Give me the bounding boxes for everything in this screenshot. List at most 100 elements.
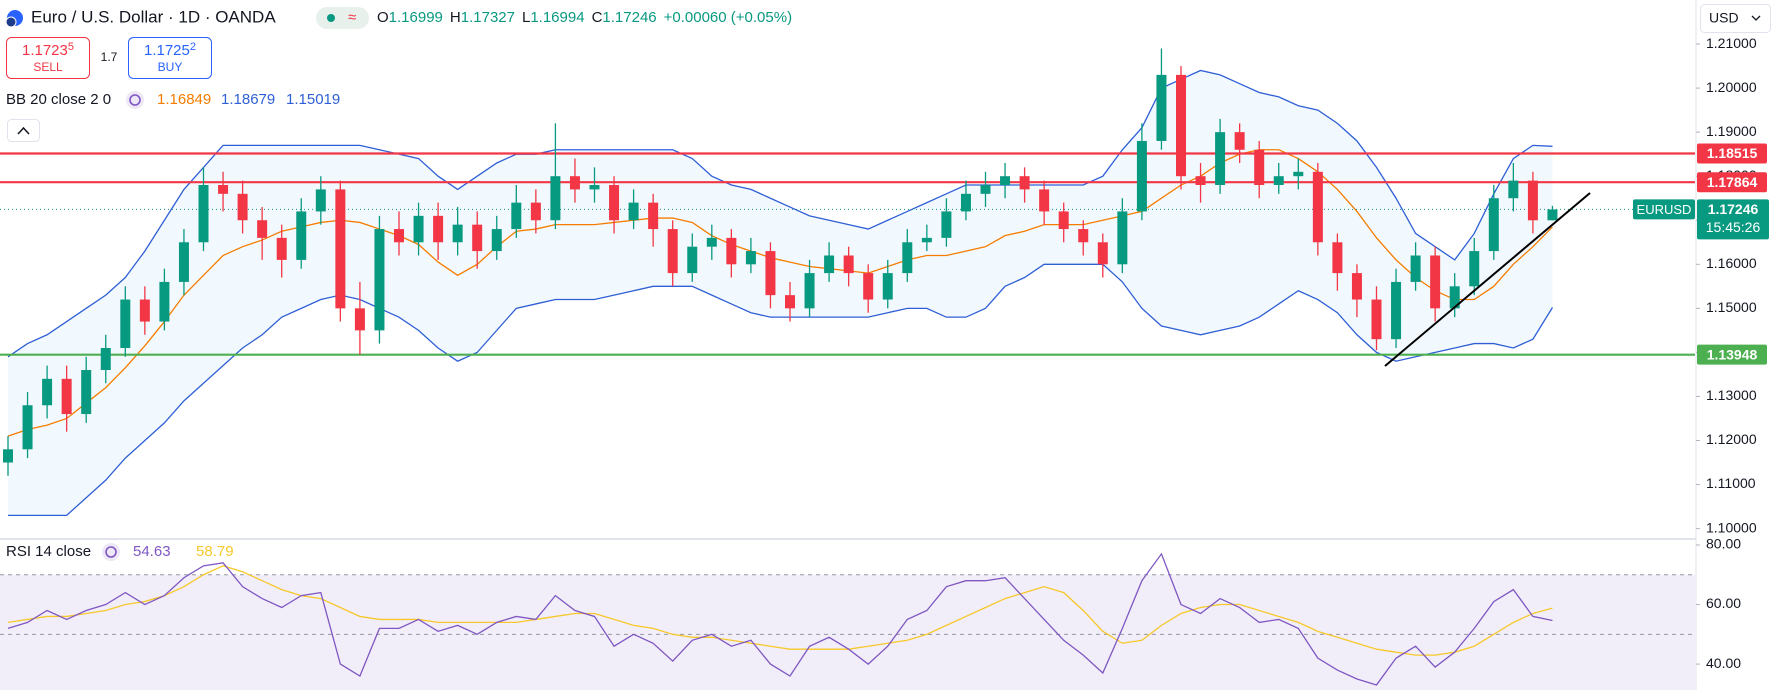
candle-body [1312, 171, 1323, 243]
bb-layer [7, 69, 1554, 517]
status-pill[interactable] [316, 7, 369, 29]
candle-body [139, 299, 150, 322]
level-label: 1.18515 [1707, 145, 1758, 161]
o-letter: O [377, 9, 389, 26]
bb-lower-value: 1.15019 [286, 91, 340, 108]
candle-body [863, 273, 874, 300]
candle-body [511, 202, 522, 230]
candle-body [1234, 132, 1245, 150]
candle-body [1273, 176, 1284, 186]
currency-dropdown[interactable] [1700, 4, 1771, 33]
rsi-legend-title[interactable]: RSI 14 close [6, 543, 91, 560]
candle-body [980, 185, 991, 194]
candle-body [1391, 281, 1402, 340]
ohlc: O1.16999 H1.17327 L1.16994 C1.17246 +0.00060… [377, 9, 792, 26]
candle-body [1156, 74, 1167, 141]
collapse-button[interactable] [7, 119, 40, 142]
candle-body [687, 246, 698, 274]
buy-button[interactable] [128, 37, 212, 79]
candle-body [1254, 149, 1265, 186]
symbol-label: EURUSD [1637, 202, 1692, 217]
rsi-ma-line [7, 565, 1553, 656]
candle-body [1058, 211, 1069, 230]
candle-layer [3, 48, 1558, 476]
collapse-icon [17, 126, 30, 135]
rsi-settings-icon[interactable] [102, 543, 120, 561]
candle-body [1215, 132, 1226, 186]
candle-body [1136, 140, 1147, 212]
candle-body [1176, 74, 1186, 177]
candle-body [257, 220, 268, 238]
candle-body [941, 211, 952, 238]
candle-body [296, 211, 307, 260]
symbol-label-box [1633, 199, 1695, 220]
candle-body [589, 185, 600, 190]
sell-price: 1.17235 [22, 41, 74, 59]
candle-body [3, 449, 13, 463]
candle-body [648, 202, 659, 230]
sell-button[interactable] [6, 37, 90, 79]
y-tick-label: 1.13000 [1706, 387, 1757, 403]
level-label-box [1697, 143, 1767, 164]
y-tick-label: 1.12000 [1706, 431, 1757, 447]
candle-body [1449, 286, 1460, 309]
rsi-tick-label: 60.00 [1706, 595, 1741, 611]
candle-body [804, 273, 815, 309]
last-price-box [1697, 199, 1769, 240]
candle-body [882, 273, 893, 300]
axis-layer: 1.100001.110001.120001.130001.140001.150… [1633, 35, 1769, 671]
sell-label: SELL [33, 60, 63, 74]
currency-label: USD [1709, 10, 1739, 26]
candle-body [1039, 189, 1050, 212]
o-value: 1.16999 [389, 9, 443, 26]
candle-body [1293, 171, 1304, 177]
symbol-logo-flag [5, 16, 17, 28]
c-letter: C [592, 9, 603, 26]
candle-body [843, 255, 854, 274]
bb-settings-icon[interactable] [126, 91, 144, 109]
candle-body [628, 202, 639, 221]
l-letter: L [522, 9, 530, 26]
y-tick-label: 1.16000 [1706, 255, 1757, 271]
rsi-pane [0, 552, 1695, 690]
buy-pip: 2 [190, 41, 196, 53]
rsi-settings-glyph [105, 546, 117, 558]
candle-body [433, 215, 444, 243]
candle-body [491, 229, 502, 252]
candle-body [785, 295, 795, 309]
candle-body [354, 308, 365, 331]
trend-line [1384, 192, 1591, 367]
y-tick-label: 1.21000 [1706, 35, 1757, 51]
y-tick-label: 1.15000 [1706, 299, 1757, 315]
level-label: 1.13948 [1707, 346, 1758, 362]
rsi-tick-label: 40.00 [1706, 655, 1741, 671]
candle-body [1078, 229, 1089, 243]
candle-body [315, 189, 326, 212]
candle-body [198, 185, 209, 243]
bb-settings-glyph [129, 94, 141, 106]
symbol-title[interactable]: Euro / U.S. Dollar · 1D · OANDA [31, 7, 276, 26]
candle-body [42, 378, 53, 406]
rsi-band [0, 574, 1695, 690]
candle-body [1332, 242, 1343, 274]
candle-body [1488, 198, 1499, 252]
bb-legend-title[interactable]: BB 20 close 2 0 [6, 91, 111, 108]
bb-fill [8, 70, 1553, 516]
candle-body [706, 237, 717, 247]
candle-body [1508, 180, 1519, 199]
rsi-value: 54.63 [133, 543, 171, 560]
last-price-label: 1.17246 [1708, 201, 1759, 217]
buy-main: 1.1725 [144, 42, 190, 59]
candle-body [1410, 255, 1421, 282]
candle-body [1000, 176, 1011, 186]
market-open-dot [327, 14, 335, 22]
sell-main: 1.1723 [22, 42, 68, 59]
sell-pip: 5 [68, 41, 74, 53]
rsi-ma-value: 58.79 [196, 543, 234, 560]
candle-body [1527, 180, 1538, 221]
h-letter: H [450, 9, 461, 26]
l-value: 1.16994 [530, 9, 584, 26]
y-tick-label: 1.10000 [1706, 519, 1757, 535]
candle-body [550, 176, 561, 221]
